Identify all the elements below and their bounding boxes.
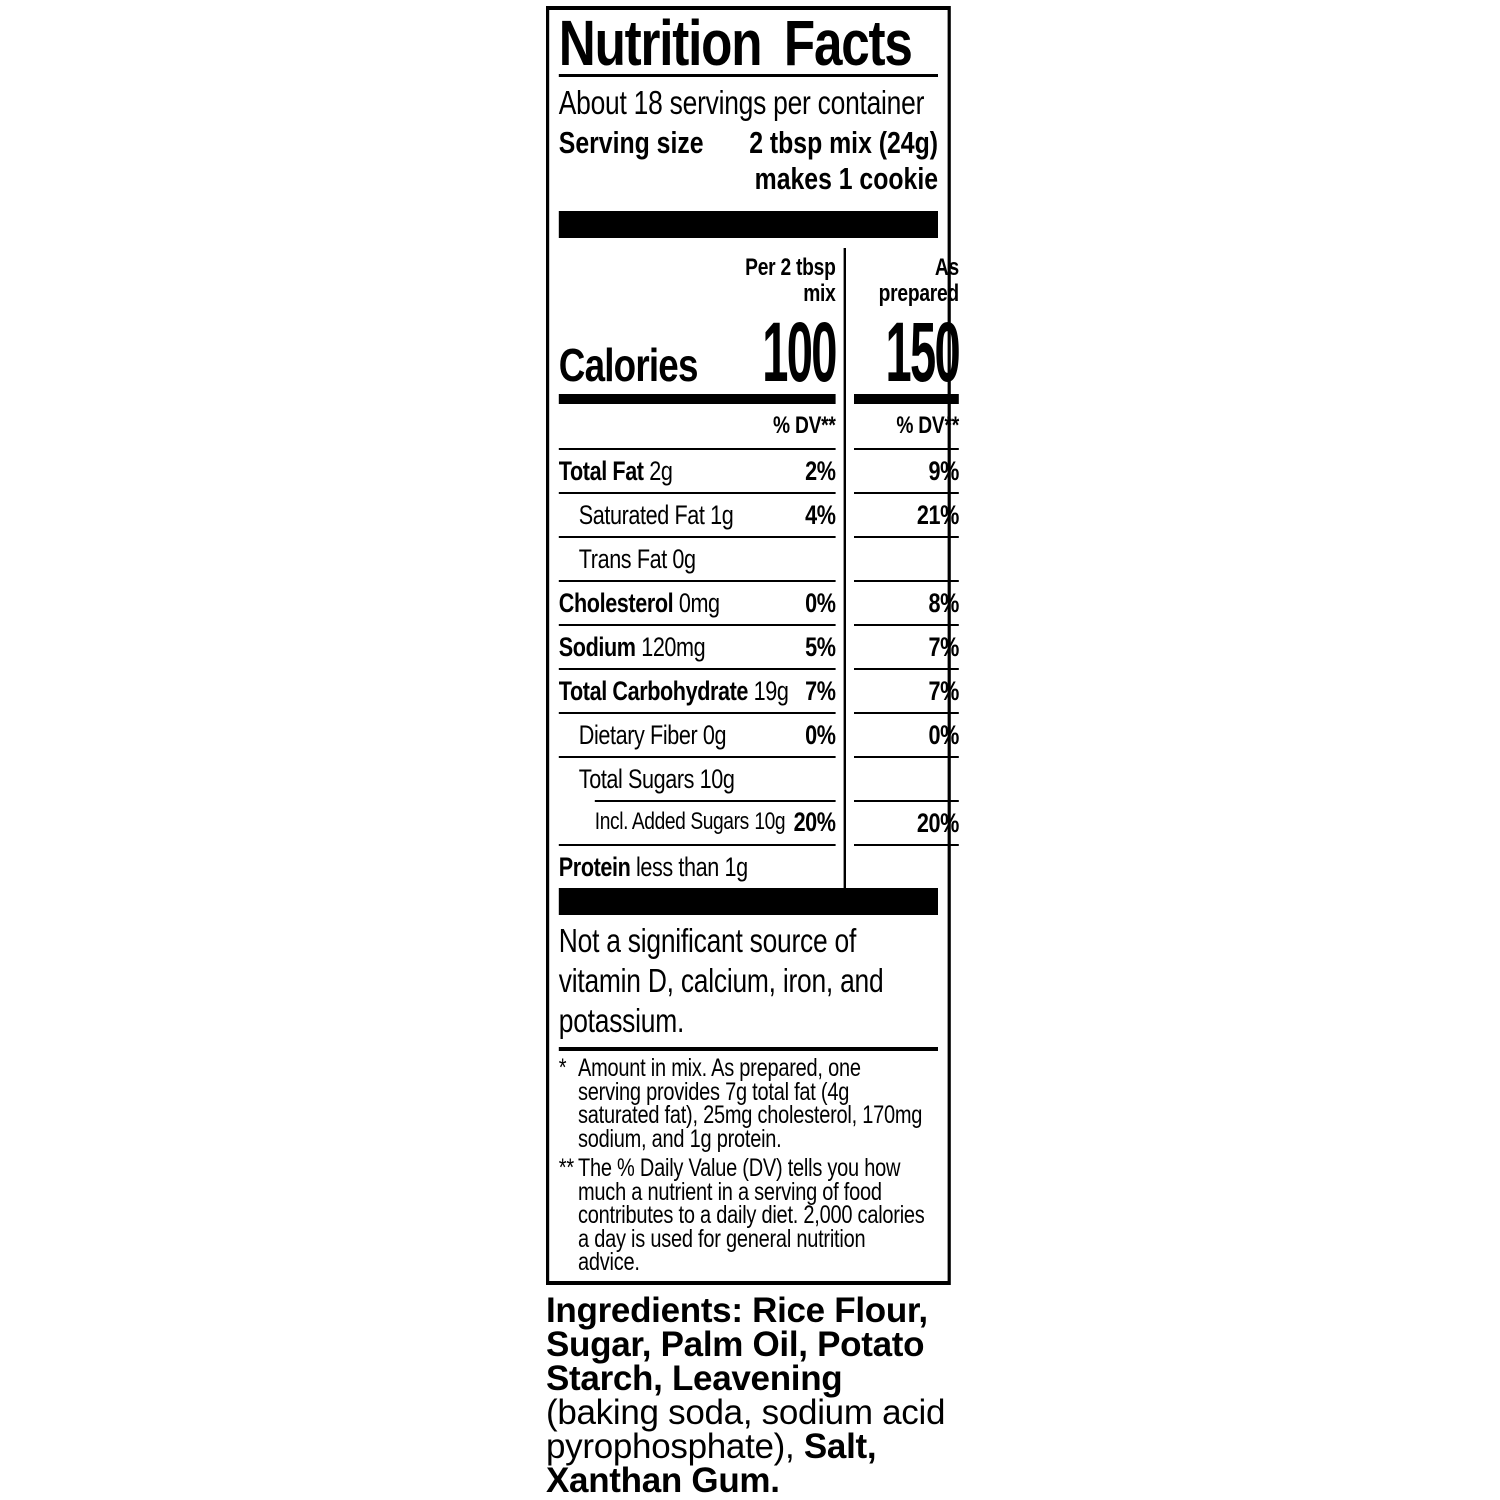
footnote-marker: **	[558, 1154, 574, 1182]
column-as-prepared-header-line1: As	[934, 254, 959, 281]
calories-label: Calories	[558, 339, 699, 391]
serving-size-label: Serving size	[558, 125, 704, 160]
column-per-mix-header: Per 2 tbsp mix	[559, 248, 836, 310]
row-sodium: Sodium 120mg 5%	[558, 624, 836, 668]
row-total-fat: Total Fat 2g 2%	[558, 448, 836, 492]
row-total-sugars: Total Sugars 10g	[558, 756, 836, 800]
serving-size-note: makes 1 cookie	[754, 161, 938, 196]
dv-mix-value: 5%	[805, 631, 836, 662]
serving-size-row: Serving size 2 tbsp mix (24g)	[559, 125, 938, 161]
prepared-row-saturated-fat: 21%	[854, 492, 959, 536]
nutrient-text: Sodium 120mg	[558, 631, 706, 663]
row-cholesterol: Cholesterol 0mg 0%	[558, 580, 836, 624]
footnote-divider	[558, 1047, 938, 1051]
prepared-row-cholesterol: 8%	[854, 580, 959, 624]
nutrient-name: Incl. Added Sugars	[594, 808, 749, 835]
footnote-daily-value: ** The % Daily Value (DV) tells you how …	[558, 1154, 938, 1276]
row-added-sugars: Incl. Added Sugars 10g 20%	[559, 800, 836, 844]
ingredients-sub: (baking soda, sodium acid pyrophosphate)…	[546, 1393, 946, 1466]
nutrient-text: Protein less than 1g	[559, 852, 748, 883]
nutrient-text: Total Fat 2g	[559, 456, 673, 487]
nutrient-name: Total Sugars	[578, 763, 695, 794]
ingredients-tail: Salt, Xanthan Gum.	[546, 1427, 877, 1500]
prepared-row-trans-fat	[854, 536, 959, 580]
column-as-prepared-header-line2: prepared	[878, 280, 959, 307]
nutrient-amount: 10g	[754, 808, 786, 835]
column-per-mix: Per 2 tbsp mix Calories 100 % DV** Total…	[558, 248, 837, 888]
prepared-row-added-sugars: 20%	[854, 800, 959, 844]
calories-row-prepared: 150	[854, 305, 960, 399]
nutrient-text: Trans Fat 0g	[579, 544, 696, 575]
serving-size-value: 2 tbsp mix (24g)	[749, 125, 938, 160]
nutrient-text: Incl. Added Sugars 10g	[594, 808, 786, 836]
nutrient-text: Dietary Fiber 0g	[578, 719, 727, 751]
dv-mix-value: 7%	[805, 675, 836, 706]
dual-column-section: Per 2 tbsp mix Calories 100 % DV** Total…	[558, 248, 961, 888]
nutrient-amount: 1g	[710, 499, 734, 530]
row-protein: Protein less than 1g	[558, 844, 836, 888]
footnote-marker: *	[558, 1054, 567, 1082]
row-saturated-fat: Saturated Fat 1g 4%	[558, 492, 836, 536]
nutrient-text: Total Sugars 10g	[579, 764, 735, 795]
nutrient-amount: 0mg	[678, 587, 720, 618]
dv-mix-value: 0%	[805, 719, 836, 750]
nutrient-text: Total Carbohydrate 19g	[559, 676, 789, 707]
nutrient-name: Dietary Fiber	[578, 719, 698, 750]
ingredients-lead: Ingredients: Rice Flour, Sugar, Palm Oil…	[546, 1291, 928, 1398]
nutrient-name: Protein	[558, 851, 631, 882]
column-per-mix-header-line1: Per 2 tbsp	[745, 254, 836, 281]
nutrient-amount: 120mg	[641, 631, 706, 662]
thick-separator-bar-bottom	[558, 888, 938, 915]
nutrient-amount: less than 1g	[636, 851, 748, 882]
nutrient-name: Total Carbohydrate	[558, 675, 749, 706]
nutrition-facts-label: Nutrition Facts About 18 servings per co…	[546, 6, 961, 1285]
footnote-text: The % Daily Value (DV) tells you how muc…	[578, 1154, 925, 1276]
prepared-row-dietary-fiber: 0%	[854, 712, 959, 756]
calories-prepared-value: 150	[885, 305, 960, 399]
not-significant-note: Not a significant source of vitamin D, c…	[558, 922, 884, 1039]
column-as-prepared: As prepared 150 % DV** 9% 21% 8% 7% 7% 0…	[843, 248, 961, 888]
dv-header-prepared: % DV**	[896, 412, 959, 439]
prepared-row-sodium: 7%	[854, 624, 959, 668]
row-trans-fat: Trans Fat 0g	[558, 536, 836, 580]
ingredients-list: Ingredients: Rice Flour, Sugar, Palm Oil…	[546, 1291, 951, 1500]
nutrient-name: Trans Fat	[578, 543, 667, 574]
calories-row-mix: Calories 100	[558, 305, 837, 399]
nutrition-facts-title: Nutrition Facts	[558, 7, 913, 79]
nutrient-name: Saturated Fat	[578, 499, 705, 530]
nutrient-amount: 10g	[699, 763, 735, 794]
nutrient-name: Cholesterol	[558, 587, 674, 618]
servings-per-container: About 18 servings per container	[558, 84, 925, 121]
dv-mix-value: 20%	[793, 806, 836, 837]
nutrient-amount: 0g	[702, 719, 727, 750]
prepared-row-protein	[854, 844, 959, 888]
footnote-text: Amount in mix. As prepared, one serving …	[578, 1054, 923, 1153]
nutrient-amount: 0g	[672, 543, 696, 574]
prepared-row-total-sugars	[854, 756, 959, 800]
dv-header-mix: % DV**	[773, 412, 836, 439]
nutrient-amount: 19g	[753, 675, 789, 706]
nutrient-text: Saturated Fat 1g	[579, 500, 734, 531]
dv-mix-value: 4%	[805, 499, 836, 530]
dv-mix-value: 2%	[805, 455, 836, 486]
nutrient-amount: 2g	[649, 455, 673, 486]
row-total-carbohydrate: Total Carbohydrate 19g 7%	[558, 668, 836, 712]
footnote-amount-in-mix: * Amount in mix. As prepared, one servin…	[558, 1054, 938, 1153]
column-as-prepared-header: As prepared	[854, 248, 959, 310]
nutrient-name: Sodium	[558, 631, 636, 662]
row-dietary-fiber: Dietary Fiber 0g 0%	[558, 712, 836, 756]
dv-mix-value: 0%	[805, 587, 836, 618]
calories-underbar-mix	[558, 394, 836, 404]
prepared-row-total-carbohydrate: 7%	[854, 668, 959, 712]
title-divider	[558, 74, 938, 77]
nutrient-name: Total Fat	[558, 455, 644, 486]
column-per-mix-header-line2: mix	[803, 280, 836, 307]
prepared-row-total-fat: 9%	[854, 448, 959, 492]
calories-mix-value: 100	[762, 305, 837, 399]
thick-separator-bar-top	[558, 211, 938, 238]
calories-underbar-prepared	[854, 394, 959, 404]
nutrient-text: Cholesterol 0mg	[559, 588, 720, 619]
